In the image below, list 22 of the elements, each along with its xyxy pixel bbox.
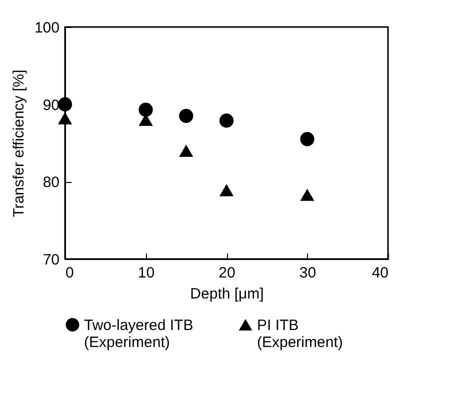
point bbox=[138, 102, 153, 117]
legend-label: Two-layered ITB (Experiment) bbox=[84, 316, 194, 351]
x-tick-label: 0 bbox=[66, 264, 74, 282]
y-axis-title: Transfer efficiency [%] bbox=[10, 70, 28, 218]
x-tick-label: 20 bbox=[218, 264, 236, 282]
y-tick-label: 100 bbox=[34, 20, 60, 36]
point bbox=[58, 97, 72, 112]
x-tick-label: 10 bbox=[138, 264, 155, 282]
point bbox=[219, 184, 234, 196]
point bbox=[179, 108, 194, 123]
point bbox=[300, 188, 314, 201]
point bbox=[300, 132, 314, 146]
y-tick-label: 90 bbox=[42, 96, 60, 114]
legend-label: PI ITB (Experiment) bbox=[257, 316, 343, 351]
x-tick-label: 30 bbox=[299, 264, 316, 282]
x-axis-title: Depth [μm] bbox=[190, 286, 264, 302]
point bbox=[58, 112, 72, 124]
point bbox=[219, 114, 234, 128]
point bbox=[179, 144, 194, 157]
y-tick-label: 80 bbox=[42, 174, 60, 192]
x-tick-label: 40 bbox=[372, 264, 388, 282]
y-tick-label: 70 bbox=[42, 252, 60, 268]
